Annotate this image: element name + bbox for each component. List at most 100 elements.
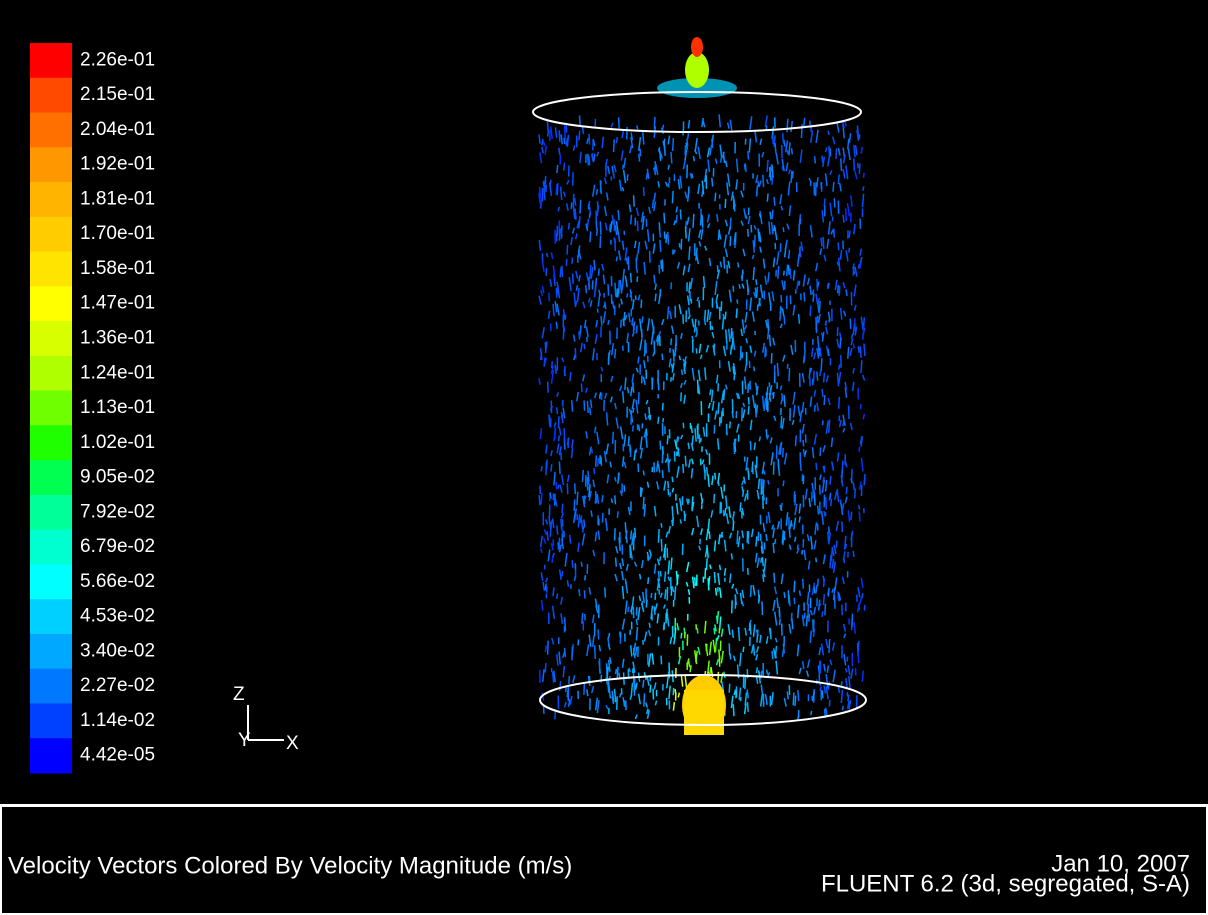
vector — [825, 673, 829, 689]
vector — [588, 490, 592, 501]
vector — [808, 613, 811, 622]
vector — [713, 493, 716, 504]
vector — [820, 510, 825, 525]
vector — [738, 284, 741, 289]
vector — [707, 159, 711, 172]
vector — [582, 374, 586, 382]
vector — [801, 372, 805, 383]
vector — [594, 532, 598, 542]
vector — [572, 193, 575, 208]
vector — [847, 138, 850, 150]
vector — [615, 288, 619, 298]
vector — [765, 636, 769, 644]
vector — [639, 436, 643, 450]
colorbar-label: 2.04e-01 — [80, 119, 155, 140]
vector — [754, 382, 759, 395]
vector — [538, 134, 541, 144]
vector — [676, 622, 680, 631]
vector — [755, 187, 759, 197]
vector — [555, 183, 558, 195]
vector — [765, 178, 770, 185]
vector — [727, 226, 732, 235]
vector — [839, 502, 843, 508]
vector — [654, 603, 658, 611]
vector — [852, 368, 855, 374]
vector — [632, 535, 636, 545]
vector — [844, 387, 848, 398]
vector — [547, 310, 551, 319]
vector — [591, 635, 595, 647]
vector — [627, 256, 630, 271]
vector — [640, 299, 643, 308]
vector — [597, 530, 601, 540]
vector — [837, 242, 840, 251]
vector — [619, 279, 623, 294]
vector — [648, 549, 652, 556]
vector — [715, 658, 720, 666]
vector — [666, 613, 670, 627]
vector — [798, 516, 801, 523]
vector — [792, 404, 796, 418]
vector — [837, 174, 840, 185]
vector — [586, 689, 589, 697]
vector — [607, 319, 610, 326]
vector — [615, 256, 618, 262]
vector — [772, 337, 776, 346]
vector — [656, 613, 660, 624]
vector — [846, 700, 850, 709]
vector — [663, 231, 666, 239]
vector — [735, 158, 739, 173]
vector — [780, 205, 784, 211]
vector — [833, 198, 836, 208]
vector — [860, 316, 864, 331]
vector — [729, 119, 733, 131]
vector — [686, 138, 689, 147]
vector — [604, 518, 608, 532]
vector — [560, 518, 563, 529]
vector — [860, 360, 863, 373]
vector — [816, 505, 820, 515]
vector — [669, 492, 672, 497]
vector — [550, 252, 554, 260]
vector — [755, 536, 758, 547]
vector — [719, 261, 723, 268]
vector — [603, 450, 607, 463]
vector — [766, 434, 770, 440]
vector — [639, 338, 643, 351]
colorbar-label: 1.92e-01 — [80, 154, 155, 175]
vector — [753, 366, 756, 372]
vector — [805, 615, 809, 627]
vector — [773, 586, 778, 595]
vector — [796, 544, 799, 550]
outlet-neck — [685, 52, 709, 88]
vector — [817, 342, 821, 356]
vector — [727, 260, 731, 269]
vector — [836, 261, 840, 266]
vector — [752, 267, 755, 281]
colorbar-label: 9.05e-02 — [80, 467, 155, 488]
vector — [773, 197, 776, 206]
vector — [673, 586, 677, 601]
vector — [842, 556, 846, 564]
vector — [611, 214, 615, 225]
vector — [852, 323, 856, 335]
vector — [540, 492, 543, 505]
vector — [621, 277, 625, 291]
vector — [714, 472, 717, 480]
vector — [629, 386, 633, 397]
vector — [610, 375, 614, 383]
vector — [578, 130, 581, 141]
vector — [605, 192, 609, 201]
vector — [830, 437, 834, 448]
vector — [600, 456, 603, 466]
vector — [697, 146, 701, 160]
vector — [806, 277, 810, 286]
vector — [717, 402, 720, 415]
vector — [787, 249, 791, 259]
vector — [568, 675, 571, 684]
vector — [720, 410, 723, 424]
vector — [599, 235, 602, 249]
vector — [543, 180, 547, 192]
vector — [630, 136, 634, 149]
color-band — [30, 43, 72, 79]
